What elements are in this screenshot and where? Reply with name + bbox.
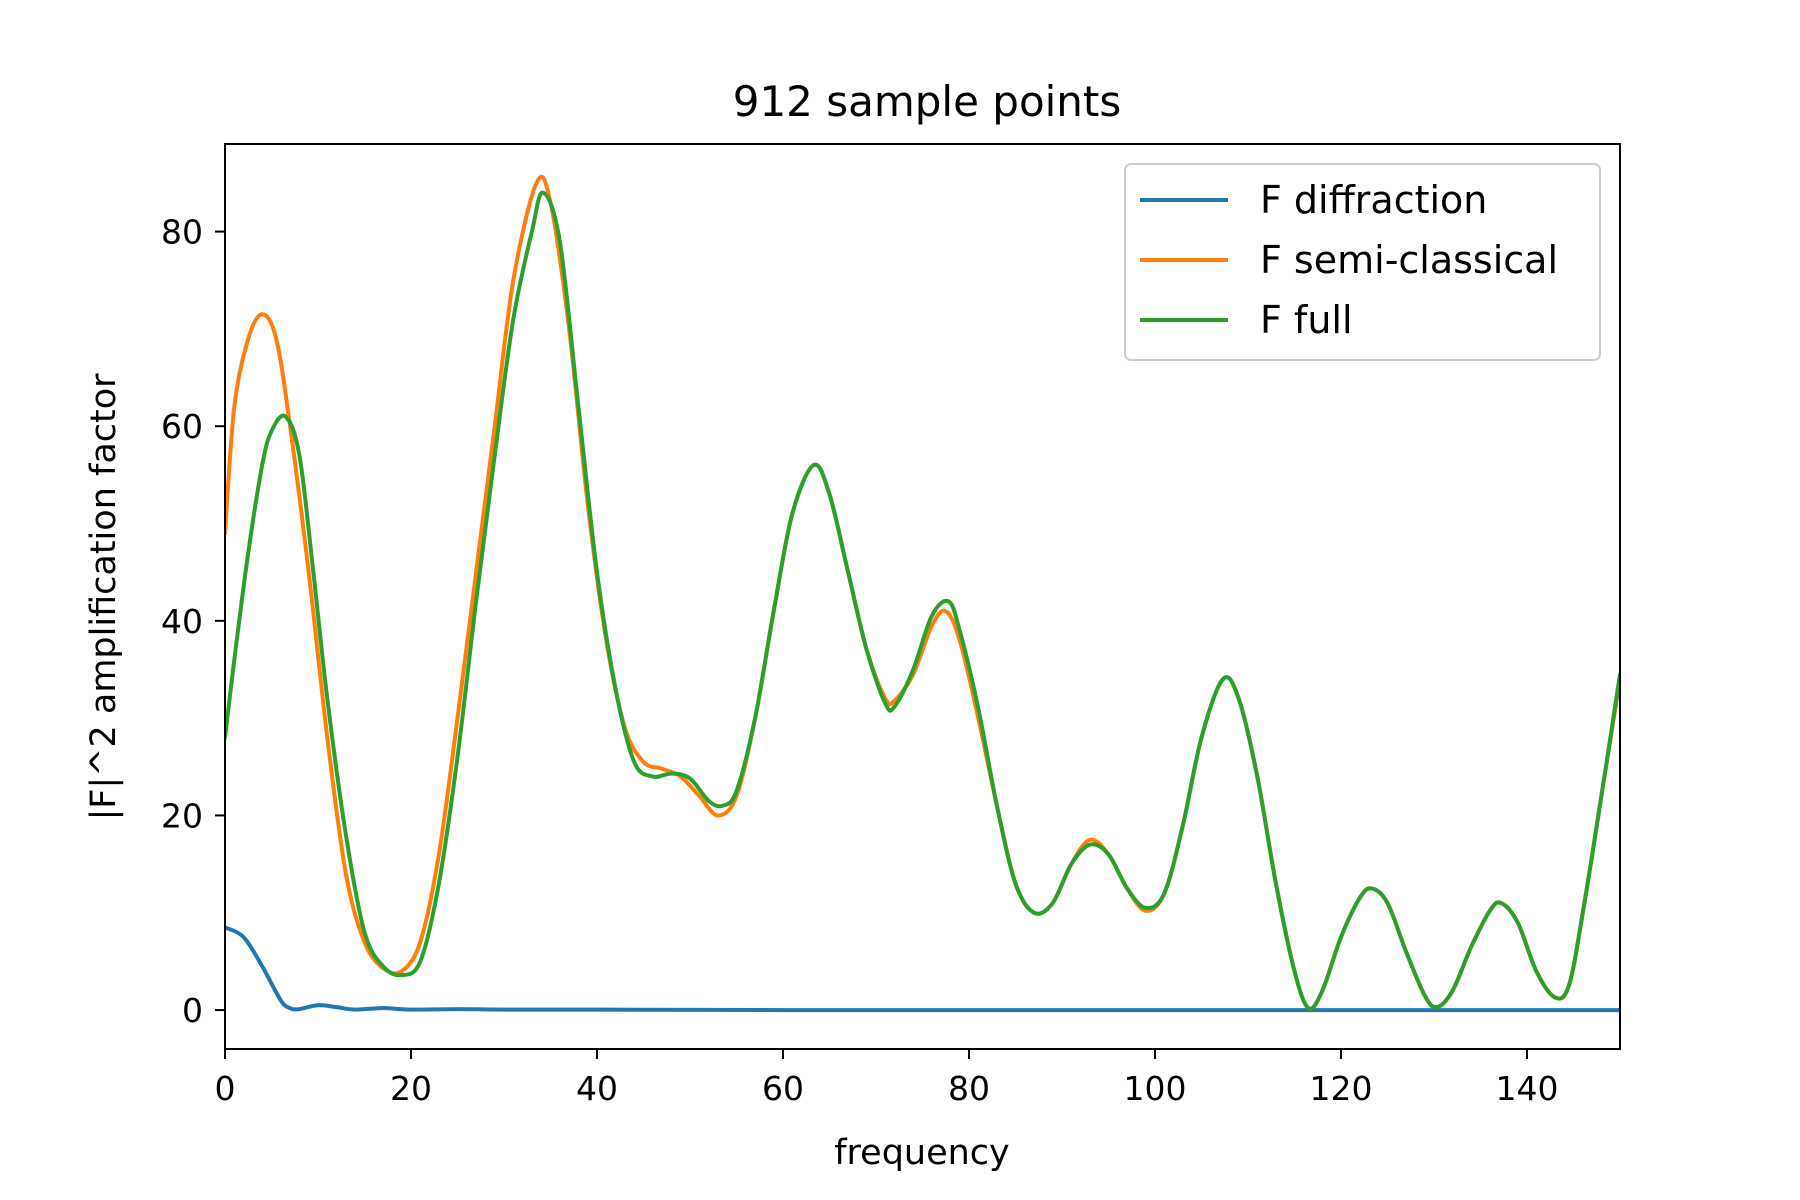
y-tick-label: 0 <box>182 991 203 1030</box>
plot-frame <box>224 143 1621 1050</box>
x-tick-label: 0 <box>215 1069 236 1108</box>
legend-label-f-diffraction: F diffraction <box>1260 178 1487 222</box>
y-tick-label: 20 <box>161 796 203 835</box>
y-tick-label: 60 <box>161 407 203 446</box>
x-tick-label: 120 <box>1310 1069 1373 1108</box>
y-tick-label: 80 <box>161 213 203 252</box>
x-tick-label: 20 <box>390 1069 432 1108</box>
x-tick-label: 60 <box>762 1069 804 1108</box>
series-layer <box>225 174 1620 1013</box>
legend: F diffraction F semi-classical F full <box>1124 163 1601 361</box>
legend-box <box>1124 163 1601 361</box>
y-axis-label: |F|^2 amplification factor <box>84 373 124 821</box>
legend-label-f-semi-classical: F semi-classical <box>1260 238 1558 282</box>
y-tick-label: 40 <box>161 602 203 641</box>
x-axis-label: frequency <box>834 1133 1010 1173</box>
x-tick-label: 140 <box>1496 1069 1559 1108</box>
x-axis: 0 20 40 60 80 100 120 140 <box>215 1049 1559 1108</box>
y-axis: 0 20 40 60 80 <box>161 213 225 1030</box>
x-tick-label: 40 <box>576 1069 618 1108</box>
series-line-f-diffraction <box>225 925 1620 1013</box>
x-tick-label: 100 <box>1124 1069 1187 1108</box>
legend-label-f-full: F full <box>1260 298 1353 342</box>
x-tick-label: 80 <box>948 1069 990 1108</box>
chart-title: 912 sample points <box>733 77 1122 126</box>
series-line-f-full <box>225 190 1620 1011</box>
